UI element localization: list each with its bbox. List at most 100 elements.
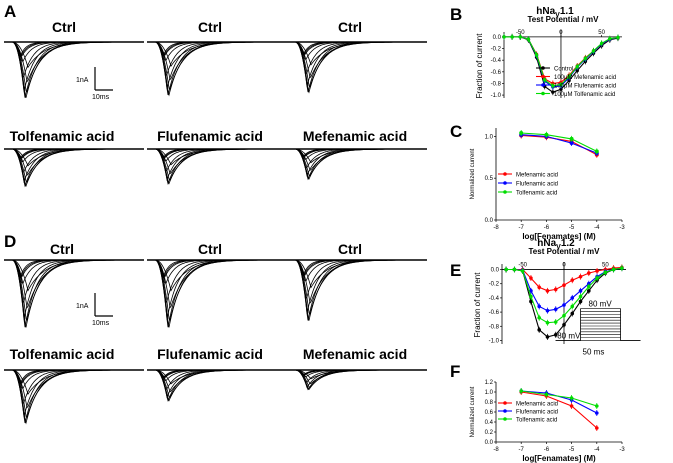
- chart-e-ytick-label: -0.4: [489, 296, 500, 302]
- chart-e-point: [553, 320, 558, 324]
- chart-b-xtick-label: -50: [516, 30, 525, 36]
- chart-f-legend-label: Flufenamic acid: [516, 410, 558, 416]
- trace-d1-sweep: [10, 259, 144, 279]
- chart-c: -8 -7 -6 -5 -4 -3 0.0 0.5 1.0 log[Fenamates] (M) N…: [470, 128, 625, 241]
- trace-a3-sweep: [293, 41, 427, 57]
- chart-f-point: [519, 389, 523, 393]
- chart-f-point: [544, 392, 549, 397]
- trace-d1: [4, 259, 144, 328]
- chart-e-point: [587, 289, 591, 293]
- chart-e-point: [570, 311, 575, 316]
- trace-d4-sweep: [10, 369, 144, 385]
- trace-d2-sweep: [153, 259, 287, 321]
- chart-e-point: [545, 289, 550, 293]
- chart-c-point: [544, 132, 549, 137]
- chart-e-point: [587, 284, 591, 289]
- chart-f-ytick-label: 0.4: [485, 420, 494, 426]
- scalebar-d-time: 10ms: [92, 320, 110, 327]
- trace-a5-sweep: [153, 148, 287, 181]
- chart-e-point: [553, 287, 558, 292]
- trace-a2-sweep: [153, 41, 287, 56]
- chart-e-point: [570, 304, 575, 309]
- trace-a2: [147, 41, 287, 97]
- scalebar-d-current: 1nA: [76, 303, 89, 310]
- scalebar-a: 1nA 10ms: [76, 67, 113, 101]
- trace-d4: [4, 369, 144, 425]
- trace-d3: [287, 259, 427, 321]
- chart-e-point: [537, 285, 541, 290]
- trace-a6-sweep: [293, 148, 427, 177]
- chart-e-point: [520, 269, 525, 273]
- trace-d1-sweep: [10, 259, 144, 279]
- chart-e-point: [570, 296, 575, 300]
- chart-e-point: [578, 299, 583, 304]
- trace-title-a1: Ctrl: [52, 19, 76, 35]
- panel-label-c: C: [450, 122, 462, 141]
- chart-f-point: [595, 426, 599, 430]
- trace-title-d2: Ctrl: [198, 241, 222, 257]
- chart-f-legend-marker: [503, 401, 507, 405]
- protocol-duration-label: 50 ms: [583, 348, 605, 357]
- trace-d5-sweep: [153, 369, 287, 393]
- chart-c-series-line: [521, 134, 598, 154]
- trace-a3-sweep: [293, 41, 427, 56]
- chart-e-ytick-label: 0.0: [491, 268, 500, 274]
- protocol-top-label: 80 mV: [589, 300, 613, 309]
- chart-c-legend-marker: [503, 181, 507, 185]
- chart-b-legend-marker: [541, 74, 545, 79]
- chart-e-xlabel: Test Potential / mV: [529, 247, 601, 256]
- chart-f-ytick-label: 0.0: [485, 440, 494, 446]
- chart-f-legend-label: Mefenamic acid: [516, 402, 558, 408]
- chart-e-point: [562, 323, 566, 327]
- chart-b-point: [575, 64, 579, 69]
- chart-b-ytick-label: -1.0: [491, 93, 502, 99]
- scalebar-d: 1nA 10ms: [76, 293, 113, 327]
- chart-b-point: [534, 53, 539, 57]
- chart-e-point: [537, 328, 541, 332]
- chart-c-series-line: [521, 134, 598, 156]
- chart-b-legend-marker: [541, 83, 545, 87]
- chart-f-xtick-label: -7: [519, 447, 525, 453]
- chart-e-point: [504, 267, 508, 272]
- chart-b-legend-label: 100μM Mefenamic acid: [554, 75, 616, 81]
- chart-b-point: [502, 35, 506, 39]
- chart-b-ytick-label: 0.0: [493, 35, 502, 41]
- trace-a3-sweep: [293, 41, 427, 88]
- trace-a5: [147, 148, 287, 185]
- scalebar-a-time: 10ms: [92, 94, 110, 101]
- chart-f-xtick-label: -3: [619, 447, 625, 453]
- chart-e: -50 0 50 0.0 -0.2 -0.4 -0.6 -0.8 -1.0 Test Potent…: [473, 238, 641, 357]
- chart-b-point: [567, 74, 571, 79]
- chart-e-point: [603, 270, 608, 275]
- chart-c-ytick-label: 0.5: [485, 176, 494, 182]
- chart-f-point: [569, 404, 574, 408]
- chart-e-point: [562, 283, 566, 287]
- chart-f-point: [595, 411, 599, 415]
- trace-title-a5: Flufenamic acid: [157, 128, 263, 144]
- trace-d1-sweep: [10, 259, 144, 321]
- chart-e-point: [595, 276, 599, 280]
- chart-b-ytick-label: -0.8: [491, 81, 502, 87]
- trace-a3: [287, 41, 427, 94]
- trace-d5-sweep: [153, 369, 287, 398]
- trace-d3-sweep: [293, 259, 427, 276]
- chart-f-legend-label: Tolfenamic acid: [516, 418, 557, 424]
- trace-title-d3: Ctrl: [338, 241, 362, 257]
- chart-b-legend-label: Control: [554, 67, 573, 73]
- chart-f-xtick-label: -8: [493, 447, 499, 453]
- chart-e-point: [529, 289, 533, 293]
- chart-c-xtick-label: -8: [493, 225, 499, 231]
- chart-b-ylabel: Fraction of current: [475, 33, 484, 99]
- trace-a1: [4, 41, 144, 98]
- panel-label-f: F: [450, 362, 460, 381]
- chart-b-point: [526, 37, 531, 41]
- chart-b-point: [542, 78, 547, 82]
- chart-b-point: [583, 56, 588, 61]
- chart-e-ylabel: Fraction of current: [473, 272, 482, 338]
- trace-a3-sweep: [293, 41, 427, 56]
- trace-a6-sweep: [293, 148, 427, 158]
- panel-label-b: B: [450, 5, 462, 24]
- trace-d5-sweep: [153, 369, 287, 379]
- trace-a6: [287, 148, 427, 181]
